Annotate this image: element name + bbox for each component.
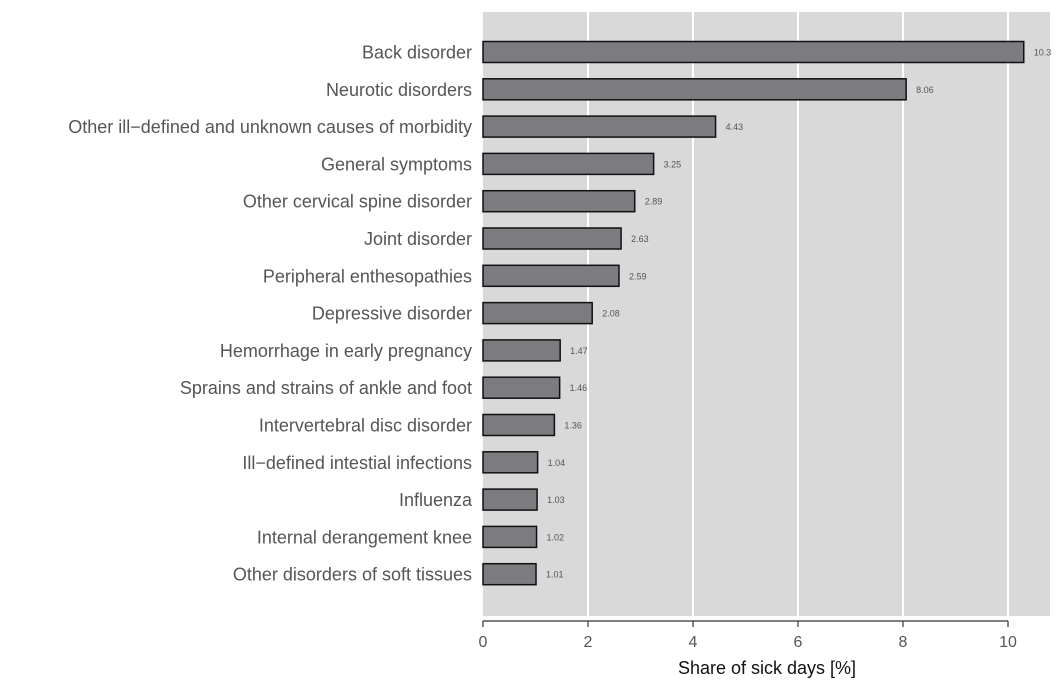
value-label-13: 1.03: [547, 495, 565, 505]
bar-8: [482, 301, 593, 325]
bar-10: [482, 376, 561, 399]
category-label-5: Other cervical spine disorder: [243, 192, 472, 212]
category-label-3: Other ill−defined and unknown causes of …: [68, 117, 472, 137]
bars: [482, 40, 1025, 586]
x-tick-label-0: 0: [479, 634, 488, 651]
value-label-12: 1.04: [548, 458, 566, 468]
value-label-14: 1.02: [547, 532, 565, 542]
category-label-8: Depressive disorder: [312, 304, 472, 324]
category-label-1: Back disorder: [362, 43, 472, 63]
category-labels: Back disorder Neurotic disorders Other ill…: [68, 43, 473, 585]
category-label-15: Other disorders of soft tissues: [233, 565, 472, 585]
category-label-2: Neurotic disorders: [326, 80, 472, 100]
value-label-6: 2.63: [631, 234, 649, 244]
x-tick-label-10: 10: [999, 634, 1017, 651]
x-tick-label-4: 4: [689, 634, 698, 651]
value-label-1: 10.3: [1034, 48, 1052, 58]
x-tick-label-8: 8: [899, 634, 908, 651]
bar-9: [482, 339, 561, 362]
x-tick-label-6: 6: [794, 634, 803, 651]
bar-7: [482, 264, 620, 288]
bar-14: [482, 525, 538, 549]
value-label-9: 1.47: [570, 346, 588, 356]
category-label-12: Ill−defined intestial infections: [242, 453, 472, 473]
bar-4: [482, 152, 655, 176]
bar-15: [482, 562, 537, 586]
value-label-7: 2.59: [629, 271, 647, 281]
bar-3: [482, 115, 717, 138]
value-label-15: 1.01: [546, 570, 564, 580]
bar-1: [482, 40, 1025, 64]
value-label-3: 4.43: [726, 122, 744, 132]
grid-lines: [587, 12, 1009, 616]
x-axis: 0 2 4 6 8 10: [479, 620, 1017, 651]
x-axis-title: Share of sick days [%]: [678, 658, 856, 678]
value-labels: 10.3 8.06 4.43 3.25 2.89 2.63 2.59 2.08 1.47 1.46…: [546, 48, 1051, 580]
category-label-14: Internal derangement knee: [257, 527, 472, 547]
value-label-10: 1.46: [570, 383, 588, 393]
category-label-13: Influenza: [399, 490, 473, 510]
category-label-10: Sprains and strains of ankle and foot: [180, 378, 472, 398]
bar-13: [482, 488, 538, 511]
value-label-2: 8.06: [916, 85, 934, 95]
category-label-6: Joint disorder: [364, 229, 472, 249]
bar-5: [482, 189, 636, 213]
category-label-7: Peripheral enthesopathies: [263, 266, 472, 286]
bar-2: [482, 78, 907, 101]
value-label-8: 2.08: [602, 309, 620, 319]
value-label-4: 3.25: [664, 159, 682, 169]
category-label-4: General symptoms: [321, 154, 472, 174]
value-label-11: 1.36: [564, 421, 582, 431]
bar-6: [482, 227, 622, 250]
category-label-9: Hemorrhage in early pregnancy: [220, 341, 472, 361]
x-tick-label-2: 2: [584, 634, 593, 651]
value-label-5: 2.89: [645, 197, 663, 207]
bar-12: [482, 451, 539, 474]
bar-11: [482, 413, 556, 437]
category-label-11: Intervertebral disc disorder: [259, 416, 472, 436]
